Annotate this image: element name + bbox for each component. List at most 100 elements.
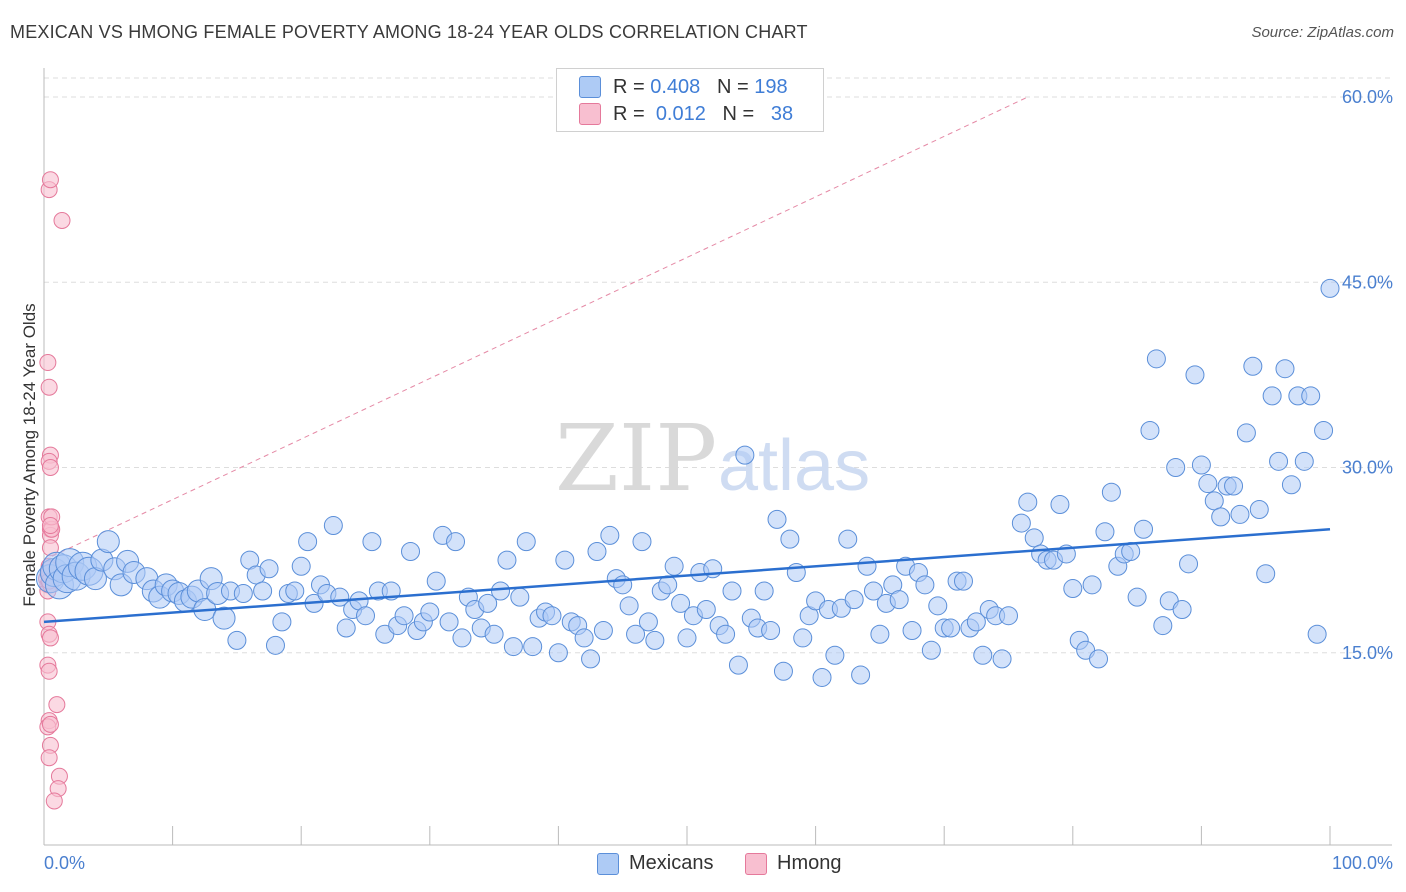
hmong-point <box>48 696 66 714</box>
mexicans-point <box>793 628 813 648</box>
mexicans-point <box>696 600 716 620</box>
mexicans-point <box>645 630 665 650</box>
mexicans-point <box>1301 386 1321 406</box>
trend-line <box>43 528 1331 624</box>
mexicans-point <box>581 649 601 669</box>
legend-item-hmong[interactable]: Hmong <box>745 852 841 875</box>
mexicans-point <box>1236 423 1256 443</box>
mexicans-point <box>1198 474 1218 494</box>
mexicans-point <box>1275 359 1295 379</box>
mexicans-point <box>1050 495 1070 515</box>
mexicans-point <box>902 621 922 641</box>
hmong-point <box>41 517 59 535</box>
mexicans-point <box>632 532 652 552</box>
mexicans-point <box>574 628 594 648</box>
mexicans-point <box>626 624 646 644</box>
mexicans-point <box>1011 513 1031 533</box>
mexicans-point <box>212 606 236 630</box>
hmong-point <box>40 662 58 680</box>
mexicans-point <box>928 596 948 616</box>
mexicans-point <box>497 550 517 570</box>
series-legend: Mexicans Hmong <box>0 852 1406 878</box>
hmong-point <box>40 749 58 767</box>
mexicans-point <box>1127 587 1147 607</box>
legend-swatch-hmong <box>579 103 601 125</box>
mexicans-point <box>863 581 883 601</box>
chart-title: MEXICAN VS HMONG FEMALE POVERTY AMONG 18… <box>10 22 808 42</box>
y-axis-label: Female Poverty Among 18-24 Year Olds <box>20 303 39 606</box>
legend-n-value: 38 <box>770 102 794 125</box>
mexicans-point <box>677 628 697 648</box>
mexicans-point <box>298 532 318 552</box>
mexicans-swatch <box>597 852 619 875</box>
mexicans-point <box>1146 349 1166 369</box>
mexicans-point <box>1166 458 1186 477</box>
x-tick-label: 0.0% <box>44 853 85 873</box>
mexicans-point <box>1224 476 1244 496</box>
mexicans-point <box>516 532 536 552</box>
mexicans-point <box>272 612 292 632</box>
mexicans-point <box>394 606 414 626</box>
mexicans-point <box>1179 554 1199 574</box>
legend-item-mexicans[interactable]: Mexicans <box>597 852 713 875</box>
mexicans-point <box>510 587 530 607</box>
legend-row-mexicans: R = 0.408 N = 198 <box>579 74 788 100</box>
mexicans-point <box>638 612 658 632</box>
mexicans-point <box>851 665 871 685</box>
mexicans-point <box>728 655 748 675</box>
mexicans-point <box>870 624 890 644</box>
mexicans-point <box>1262 386 1282 406</box>
hmong-point <box>41 171 59 189</box>
mexicans-point <box>1095 522 1115 542</box>
mexicans-point <box>1172 600 1192 620</box>
mexicans-point <box>1082 575 1102 595</box>
mexicans-point <box>1134 519 1154 539</box>
mexicans-point <box>542 606 562 626</box>
mexicans-point <box>735 445 755 465</box>
reference-diagonal <box>43 96 1029 561</box>
legend-r-value: 0.012 <box>655 102 706 125</box>
hmong-point <box>53 212 71 229</box>
mexicans-point <box>600 525 620 545</box>
y-tick-label: 45.0% <box>1342 272 1393 292</box>
mexicans-point <box>973 645 993 665</box>
watermark-zip: ZIP <box>555 405 717 512</box>
mexicans-point <box>227 630 247 650</box>
mexicans-point <box>587 541 607 561</box>
mexicans-point <box>619 596 639 616</box>
mexicans-point <box>439 612 459 632</box>
mexicans-point <box>291 556 311 576</box>
mexicans-point <box>844 590 864 610</box>
mexicans-point <box>941 618 961 638</box>
mexicans-point <box>1204 491 1224 511</box>
mexicans-point <box>1089 649 1109 669</box>
mexicans-point <box>953 571 973 591</box>
mexicans-point <box>548 643 568 663</box>
hmong-point <box>41 715 59 733</box>
diagonal-line <box>43 96 1029 561</box>
mexicans-point <box>889 590 909 610</box>
hmong-point <box>45 792 63 810</box>
y-tick-label: 15.0% <box>1342 643 1393 663</box>
mexicans-point <box>259 559 279 579</box>
y-tick-label: 30.0% <box>1342 458 1393 478</box>
mexicans-point <box>1018 492 1038 512</box>
mexicans-point <box>780 529 800 549</box>
hmong-series <box>38 171 71 810</box>
hmong-point <box>39 354 57 372</box>
mexicans-point <box>503 637 523 657</box>
mexicans-point <box>484 624 504 644</box>
mexicans-point <box>1307 624 1327 644</box>
mexicans-point <box>857 556 877 576</box>
y-tick-label: 60.0% <box>1342 87 1393 107</box>
hmong-label: Hmong <box>777 852 842 874</box>
mexicans-point <box>1294 451 1314 471</box>
mexicans-point <box>1230 504 1250 524</box>
hmong-point <box>41 459 59 476</box>
mexicans-point <box>285 581 305 601</box>
mexicans-point <box>233 583 253 603</box>
mexicans-point <box>523 637 543 657</box>
legend: R = 0.408 N = 198 R = 0.012 N = 38 <box>556 68 824 132</box>
watermark-atlas: atlas <box>718 426 870 506</box>
mexicans-point <box>1185 365 1205 385</box>
